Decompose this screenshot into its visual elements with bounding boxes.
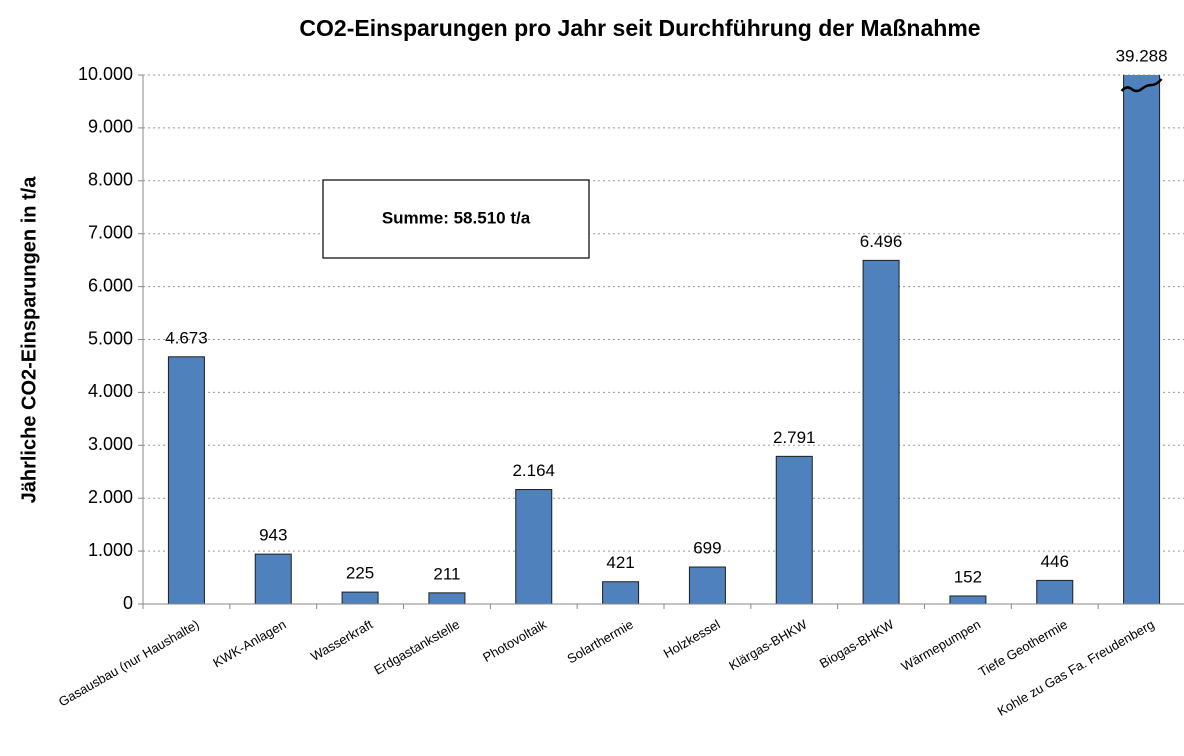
axis-break bbox=[1120, 78, 1163, 93]
value-label: 699 bbox=[693, 539, 721, 558]
bar bbox=[515, 489, 553, 604]
bar bbox=[949, 595, 987, 604]
grid bbox=[138, 74, 1184, 605]
value-label: 152 bbox=[954, 567, 982, 586]
x-tick-label: Photovoltaik bbox=[480, 616, 549, 665]
annotation: Summe: 58.510 t/a bbox=[382, 208, 531, 227]
value-label: 39.288 bbox=[1116, 46, 1168, 65]
bar bbox=[1036, 579, 1074, 604]
value-label: 225 bbox=[346, 564, 374, 583]
bar bbox=[167, 356, 205, 604]
bar bbox=[775, 455, 813, 604]
y-tick-label: 5.000 bbox=[88, 328, 133, 348]
y-axis-label: Jährliche CO2-Einsparungen in t/a bbox=[18, 176, 40, 504]
bar bbox=[862, 259, 900, 604]
y-tick-label: 10.000 bbox=[78, 64, 133, 84]
bar bbox=[254, 553, 292, 604]
y-tick-label: 8.000 bbox=[88, 170, 133, 190]
x-tick-label: Klärgas-BHKW bbox=[726, 616, 810, 673]
value-label: 943 bbox=[259, 526, 287, 545]
y-tick-label: 4.000 bbox=[88, 381, 133, 401]
bar bbox=[341, 591, 379, 604]
x-tick-label: Erdgastankstelle bbox=[371, 617, 462, 678]
x-tick-label: Holzkessel bbox=[661, 617, 723, 661]
annotation-box bbox=[322, 179, 590, 259]
value-label: 2.164 bbox=[512, 461, 555, 480]
value-label: 4.673 bbox=[165, 328, 208, 347]
y-tick-label: 9.000 bbox=[88, 117, 133, 137]
x-tick-label: Solarthermie bbox=[564, 617, 635, 667]
bar bbox=[602, 581, 640, 604]
y-tick-label: 1.000 bbox=[88, 540, 133, 560]
value-label: 211 bbox=[433, 564, 460, 583]
x-tick-label: Biogas-BHKW bbox=[817, 616, 897, 671]
x-tick-label: Wasserkraft bbox=[308, 616, 375, 664]
x-tick-label: KWK-Anlagen bbox=[210, 617, 288, 671]
value-label: 446 bbox=[1041, 552, 1069, 571]
x-tick-label: Wärmepumpen bbox=[899, 617, 983, 674]
chart-title: CO2-Einsparungen pro Jahr seit Durchführ… bbox=[299, 15, 980, 41]
value-label: 6.496 bbox=[860, 232, 903, 251]
x-tick-label: Kohle zu Gas Fa. Freudenberg bbox=[995, 617, 1157, 719]
value-label: 421 bbox=[606, 553, 634, 572]
bar bbox=[1123, 75, 1161, 604]
y-tick-label: 2.000 bbox=[88, 487, 133, 507]
y-tick-label: 3.000 bbox=[88, 434, 133, 454]
y-tick-label: 6.000 bbox=[88, 275, 133, 295]
value-label: 2.791 bbox=[773, 428, 816, 447]
y-tick-label: 7.000 bbox=[88, 222, 133, 242]
y-tick-label: 0 bbox=[123, 593, 133, 613]
bars bbox=[167, 75, 1161, 604]
x-tick-label: Gasausbau (nur Haushalte) bbox=[56, 617, 202, 710]
bar bbox=[428, 592, 466, 604]
bar bbox=[688, 566, 726, 604]
